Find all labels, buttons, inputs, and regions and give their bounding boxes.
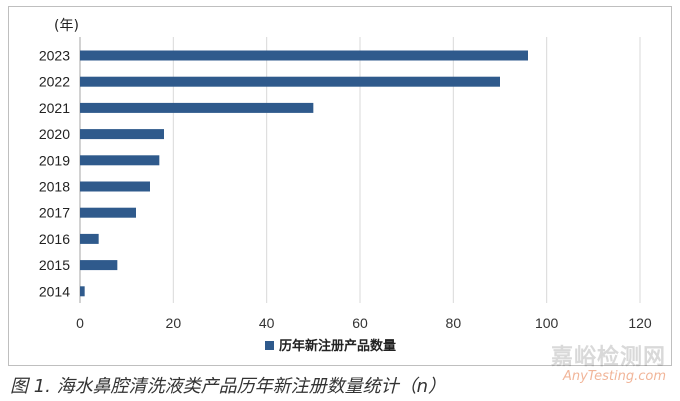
bar-2020 bbox=[80, 129, 164, 140]
x-tick-label: 100 bbox=[535, 315, 559, 331]
x-tick-label: 0 bbox=[76, 315, 84, 331]
category-label: 2023 bbox=[39, 48, 70, 64]
category-label: 2016 bbox=[39, 231, 70, 247]
bar-chart: 2023 2022 2021 2020 2019 2018 2017 2016 2015 2014… bbox=[39, 18, 652, 354]
category-label: 2018 bbox=[39, 179, 70, 195]
bar-2016 bbox=[80, 233, 99, 244]
category-label: 2022 bbox=[39, 74, 70, 90]
x-tick-label: 120 bbox=[628, 315, 652, 331]
bars bbox=[80, 50, 528, 297]
category-label: 2020 bbox=[39, 126, 70, 142]
category-labels: 2023 2022 2021 2020 2019 2018 2017 2016 2015 2014 bbox=[39, 48, 70, 300]
category-label: 2021 bbox=[39, 100, 70, 116]
bar-2017 bbox=[80, 207, 136, 218]
category-label: 2019 bbox=[39, 152, 70, 168]
legend-label: 历年新注册产品数量 bbox=[279, 338, 396, 354]
watermark-url: AnyTesting.com bbox=[562, 369, 666, 384]
bar-2021 bbox=[80, 102, 314, 113]
bar-2019 bbox=[80, 155, 160, 166]
bar-2018 bbox=[80, 181, 150, 192]
figure-caption: 图 1. 海水鼻腔清洗液类产品历年新注册数量统计（n） bbox=[10, 376, 447, 397]
category-label: 2015 bbox=[39, 257, 70, 273]
legend: 历年新注册产品数量 bbox=[265, 338, 396, 354]
bar-2014 bbox=[80, 286, 85, 297]
legend-swatch bbox=[265, 341, 274, 350]
category-label: 2014 bbox=[39, 283, 70, 299]
x-tick-label: 80 bbox=[446, 315, 462, 331]
x-tick-label: 60 bbox=[352, 315, 368, 331]
bar-2023 bbox=[80, 50, 528, 61]
bar-2015 bbox=[80, 260, 118, 271]
chart-frame: 2023 2022 2021 2020 2019 2018 2017 2016 2015 2014… bbox=[8, 6, 672, 366]
y-unit-label: (年) bbox=[54, 18, 79, 34]
category-label: 2017 bbox=[39, 205, 70, 221]
x-tick-labels: 0 20 40 60 80 100 120 bbox=[76, 315, 652, 331]
x-tick-label: 20 bbox=[166, 315, 182, 331]
x-tick-label: 40 bbox=[259, 315, 275, 331]
bar-2022 bbox=[80, 76, 500, 87]
